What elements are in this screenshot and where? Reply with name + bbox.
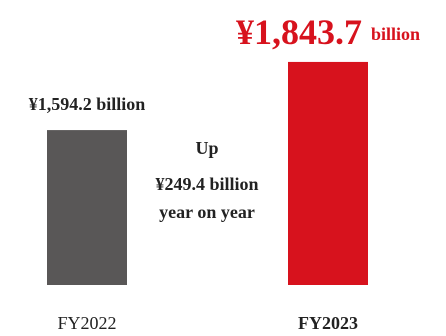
value-label: ¥1,843.7 billion <box>236 12 420 52</box>
annotation: ¥249.4 billion <box>155 174 258 194</box>
x-tick-label: FY2023 <box>298 313 358 333</box>
value-unit: billion <box>371 24 420 44</box>
value-label: ¥1,594.2 billion <box>29 94 146 114</box>
value-figure: ¥1,843.7 <box>236 12 371 52</box>
bar <box>288 61 368 285</box>
bar <box>47 130 127 285</box>
annotation: Up <box>195 138 218 158</box>
annotation: year on year <box>159 202 255 222</box>
x-tick-label: FY2022 <box>57 313 116 333</box>
